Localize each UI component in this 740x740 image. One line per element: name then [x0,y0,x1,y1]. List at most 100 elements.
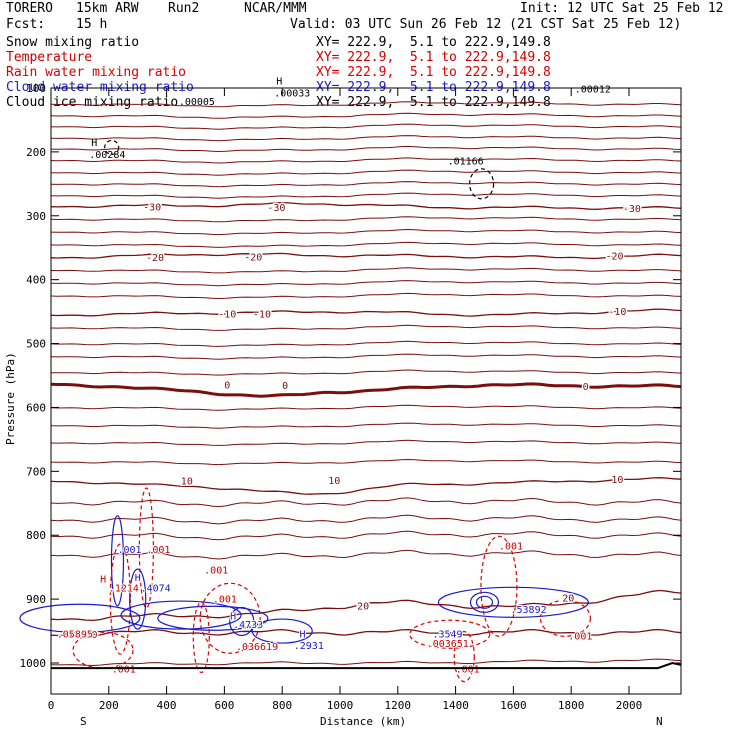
isotherm-line [50,497,682,508]
isotherm-30 [50,628,682,637]
isotherm-line [50,228,682,236]
snow-max-label: .00012 [575,85,611,96]
grid-spacing: 15km ARW [76,1,139,16]
init-time: Init: 12 UTC Sat 25 Feb 12 [520,1,724,16]
moisture-label: .4733 [233,620,263,631]
x-tick-label: 0 [48,699,55,712]
isotherm-0 [50,382,682,398]
isotherm-line [50,280,682,287]
cloud-water-contour [251,618,313,644]
moisture-label: .1214 [109,583,139,594]
cloud-water-contour [110,515,125,607]
isotherm-line [50,324,682,331]
endpoint-right-label: N [656,715,663,728]
isotherm-line [50,458,682,466]
isotherm-10 [50,477,682,495]
isotherm-label: -20 [146,253,164,264]
isotherm--20 [50,252,682,260]
rain-water-contour [409,619,491,649]
isotherm-label: -10 [218,310,236,321]
cloud-water-contour [120,600,242,630]
isotherm-label: 20 [357,602,369,613]
field-snow-name: Snow mixing ratio [6,35,140,50]
x-tick-label: 600 [214,699,234,712]
isotherm-line [50,192,682,199]
y-tick-label: 400 [26,274,46,287]
snow-max-label: .00005 [179,97,215,108]
y-tick-label: 1000 [20,657,47,670]
x-tick-label: 1000 [327,699,354,712]
isotherm-line [50,353,682,360]
rain-water-contour [453,631,475,683]
moisture-label: .4074 [141,583,171,594]
x-tick-label: 400 [157,699,177,712]
run-id: Run2 [168,1,200,16]
moisture-label: H [100,575,106,586]
valid-time: Valid: 03 UTC Sun 26 Feb 12 (21 CST Sat … [290,17,682,32]
cloud-water-contour [129,568,147,630]
x-tick-label: 2000 [616,699,643,712]
isotherm-line [50,216,682,223]
moisture-label: .05895 [57,629,93,640]
isotherm-line [50,549,682,560]
isotherm--30 [50,201,682,210]
y-tick-label: 600 [26,401,46,414]
rain-water-contour [199,582,261,654]
isotherm-label: -10 [608,307,626,318]
y-tick-label: 200 [26,146,46,159]
isotherm-line [50,422,682,429]
field-temp-xy: XY= 222.9, 5.1 to 222.9,149.8 [316,50,551,65]
isotherm-label: 10 [181,477,193,488]
isotherm-line [50,439,682,446]
endpoint-left-label: S [80,715,87,728]
isotherm-line [50,369,682,376]
y-axis-label: Pressure (hPa) [4,352,17,445]
snow-contour [104,139,120,156]
isotherm-label: -30 [623,204,641,215]
isotherm-line [50,267,682,274]
field-rain-xy: XY= 222.9, 5.1 to 222.9,149.8 [316,65,551,80]
moisture-label: .001 [568,631,592,642]
isotherm-line [50,112,682,119]
isotherm-line [50,404,682,411]
terrain-surface [51,661,682,670]
snow-max-marker: H [276,77,282,88]
isotherm-line [50,123,682,130]
isotherm-line [50,292,682,300]
isotherm-line [50,145,682,153]
snow-max-label: .01166 [448,156,484,167]
isotherm-line [50,530,682,541]
isotherm-label: 10 [328,476,340,487]
field-snow-xy: XY= 222.9, 5.1 to 222.9,149.8 [316,35,551,50]
isotherm-label: -10 [253,309,271,320]
y-tick-label: 300 [26,210,46,223]
fcst-value: 15 h [76,17,108,32]
temperature-contours [50,101,682,667]
isotherm-label: -30 [143,203,161,214]
y-tick-label: 500 [26,338,46,351]
contour-labels: -30 -30 -30 -20 -20 -20 -10 -10 -10 0 0 0 10 10 10 20 20… [56,77,643,677]
isotherm-label: 0 [224,381,230,392]
isotherm-line [50,169,682,176]
moisture-label: .001 [456,665,480,676]
field-cloudice-name: Cloud ice mixing ratio [6,95,179,110]
isotherm-line [50,135,682,142]
moisture-label: .001 [204,566,228,577]
field-rain-name: Rain water mixing ratio [6,65,187,80]
y-tick-label: 700 [26,465,46,478]
y-tick-label: 100 [26,82,46,95]
isotherm-label: -20 [244,253,262,264]
moisture-label: H [135,573,141,584]
field-temp-name: Temperature [6,50,93,65]
model-name: TORERO [6,1,53,16]
y-tick-label: 800 [26,529,46,542]
axes: 0 200 400 600 800 1000 1200 1400 1600 1800 2000100… [20,82,682,712]
moisture-label: .001 [499,541,523,552]
isotherm-label: 20 [562,593,574,604]
snow-max-marker: H [91,138,97,149]
x-tick-label: 200 [99,699,119,712]
x-tick-label: 800 [272,699,292,712]
fcst-label: Fcst: [6,17,46,32]
moisture-label: H [300,629,306,640]
